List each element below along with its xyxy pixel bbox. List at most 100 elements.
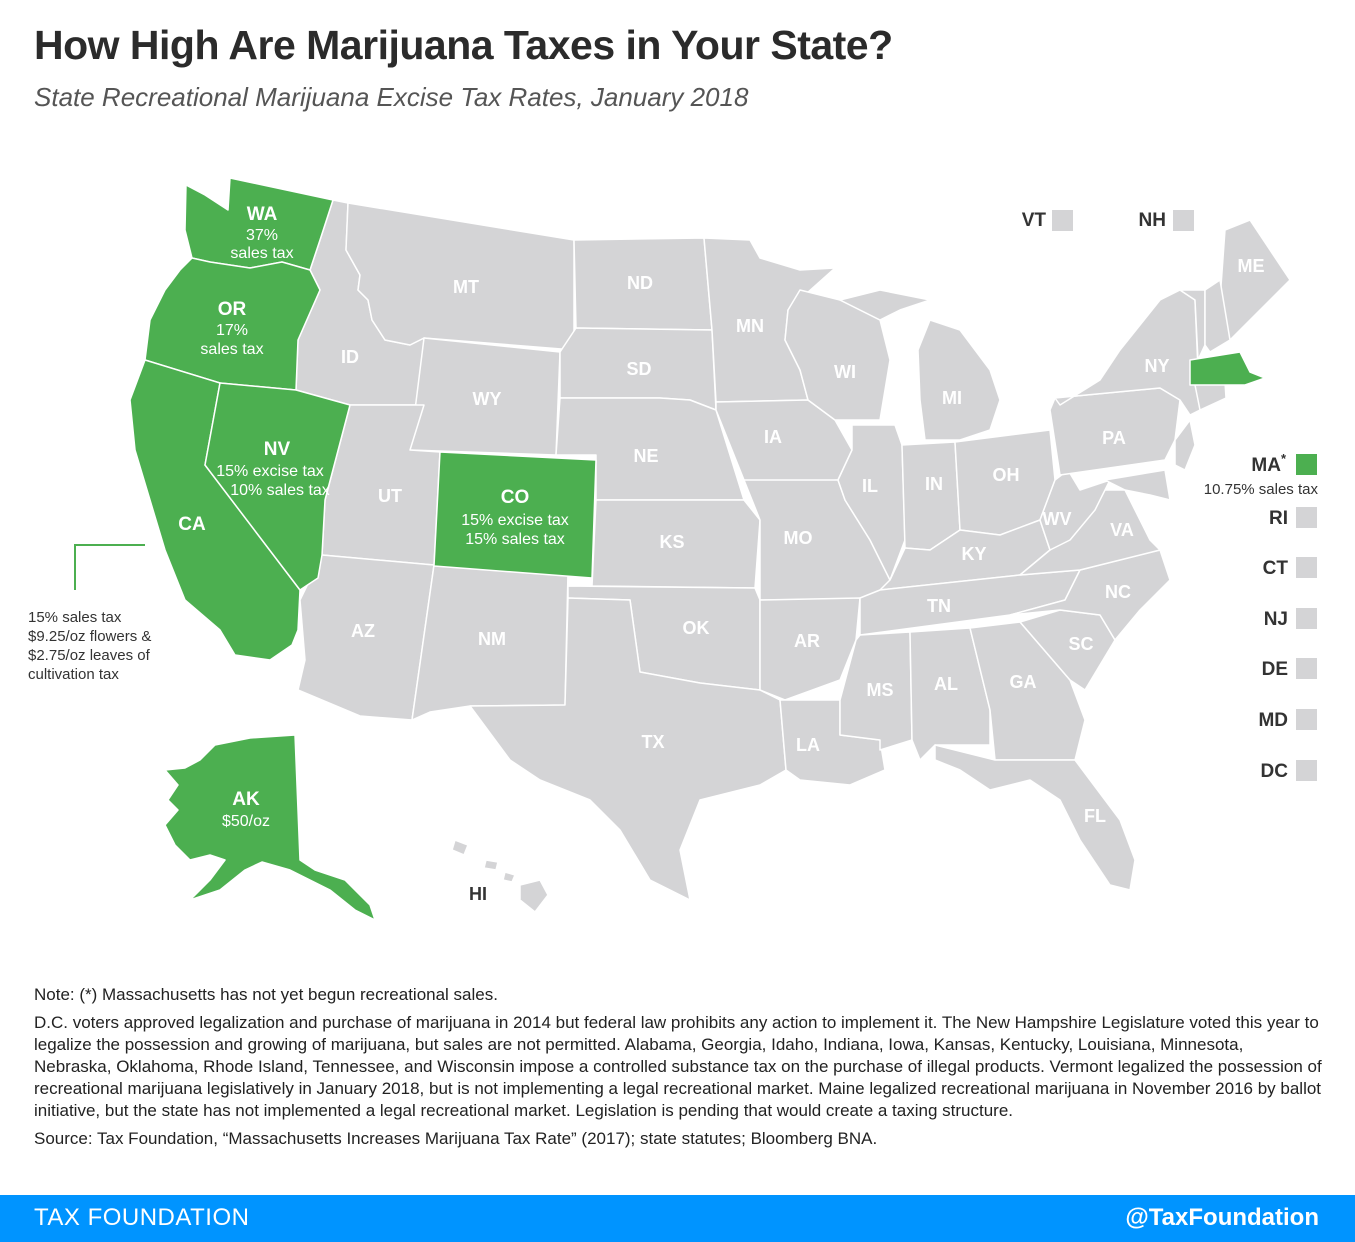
label-SC: SC	[1068, 634, 1093, 654]
label-MA-tax: 10.75% sales tax	[1204, 481, 1319, 498]
label-MT: MT	[453, 277, 479, 297]
label-OR-line1: 17%	[216, 322, 248, 339]
swatch-RI	[1296, 507, 1317, 528]
state-OR	[144, 257, 321, 391]
label-TN: TN	[927, 596, 951, 616]
state-HI-shape	[451, 839, 549, 913]
ca-note-line3: $2.75/oz leaves of	[28, 647, 151, 664]
label-IL: IL	[862, 476, 878, 496]
label-NH: NH	[1139, 210, 1166, 231]
label-MA-name: MA	[1251, 455, 1281, 476]
note-massachusetts: Note: (*) Massachusetts has not yet begu…	[34, 985, 498, 1004]
ca-note-line1: 15% sales tax	[28, 609, 122, 626]
label-WV: WV	[1043, 509, 1072, 529]
state-TX	[469, 597, 787, 901]
label-FL: FL	[1084, 806, 1106, 826]
label-RI: RI	[1269, 508, 1288, 529]
swatch-DC	[1296, 760, 1317, 781]
label-WA: WA	[247, 204, 278, 225]
label-OH: OH	[993, 465, 1020, 485]
ca-callout-line	[74, 544, 145, 590]
label-NC: NC	[1105, 582, 1131, 602]
label-MN: MN	[736, 316, 764, 336]
label-CO-line2: 15% sales tax	[465, 531, 565, 548]
label-CO-line1: 15% excise tax	[461, 512, 569, 529]
swatch-CT	[1296, 557, 1317, 578]
label-AZ: AZ	[351, 621, 375, 641]
label-PA: PA	[1102, 428, 1126, 448]
label-MD: MD	[1258, 710, 1288, 731]
label-NV-line1: 15% excise tax	[216, 463, 324, 480]
label-WA-line1: 37%	[246, 227, 278, 244]
label-AL: AL	[934, 674, 958, 694]
label-NJ: NJ	[1264, 609, 1288, 630]
label-AR: AR	[794, 631, 820, 651]
label-IA: IA	[764, 427, 782, 447]
label-WA-line2: sales tax	[230, 245, 293, 262]
label-CA: CA	[178, 514, 206, 535]
label-MA-marker: *	[1281, 451, 1287, 466]
label-VT: VT	[1022, 210, 1047, 231]
label-IN: IN	[925, 474, 943, 494]
chart-title: How High Are Marijuana Taxes in Your Sta…	[34, 22, 893, 68]
state-NV	[204, 382, 351, 591]
label-NV: NV	[264, 439, 291, 460]
label-CT: CT	[1263, 558, 1289, 579]
label-WY: WY	[473, 389, 502, 409]
label-NE: NE	[633, 446, 658, 466]
label-ND: ND	[627, 273, 653, 293]
ca-note-line2: $9.25/oz flowers &	[28, 628, 151, 645]
swatch-MA	[1296, 454, 1317, 475]
footer-brand: TAX FOUNDATION	[34, 1204, 250, 1231]
state-VT-shape	[1179, 289, 1206, 361]
swatch-NJ	[1296, 608, 1317, 629]
state-CO	[433, 451, 597, 579]
label-OK: OK	[683, 618, 710, 638]
notes-section: Note: (*) Massachusetts has not yet begu…	[34, 984, 1324, 1156]
label-GA: GA	[1010, 672, 1037, 692]
state-ME	[1219, 219, 1291, 341]
label-AK: AK	[232, 789, 260, 810]
swatch-MD	[1296, 709, 1317, 730]
state-FL	[934, 744, 1136, 891]
state-MD-shape	[1104, 469, 1171, 501]
state-IN	[901, 441, 961, 551]
label-NV-line2: 10% sales tax	[230, 482, 330, 499]
state-NH-shape	[1204, 279, 1231, 353]
label-OR-line2: sales tax	[200, 341, 263, 358]
label-WI: WI	[834, 362, 856, 382]
state-AK	[164, 734, 376, 921]
label-AK-line1: $50/oz	[222, 813, 270, 830]
ca-note-line4: cultivation tax	[28, 666, 119, 683]
state-MA	[1189, 351, 1266, 386]
note-details: D.C. voters approved legalization and pu…	[34, 1013, 1322, 1120]
label-KS: KS	[659, 532, 684, 552]
footer-handle[interactable]: @TaxFoundation	[1125, 1204, 1319, 1231]
label-MS: MS	[867, 680, 894, 700]
label-LA: LA	[796, 735, 820, 755]
label-ID: ID	[341, 347, 359, 367]
label-MI: MI	[942, 388, 962, 408]
label-MA: MA*	[1251, 451, 1287, 476]
label-VA: VA	[1110, 520, 1134, 540]
chart-subtitle: State Recreational Marijuana Excise Tax …	[34, 82, 749, 112]
label-DE: DE	[1262, 659, 1288, 680]
swatch-NH	[1173, 210, 1194, 231]
state-NJ-shape	[1174, 419, 1196, 471]
label-UT: UT	[378, 486, 402, 506]
state-IL	[837, 424, 906, 581]
state-CT-shape	[1194, 381, 1227, 411]
us-map: WA 37% sales tax OR 17% sales tax NV 15%…	[28, 177, 1319, 921]
label-KY: KY	[961, 544, 986, 564]
label-NY: NY	[1144, 356, 1169, 376]
label-CO: CO	[501, 487, 530, 508]
label-MO: MO	[784, 528, 813, 548]
label-ME: ME	[1238, 256, 1265, 276]
footer-bar: TAX FOUNDATION @TaxFoundation	[0, 1195, 1355, 1242]
swatch-DE	[1296, 658, 1317, 679]
swatch-VT	[1052, 210, 1073, 231]
source-line: Source: Tax Foundation, “Massachusetts I…	[34, 1129, 878, 1148]
label-HI: HI	[469, 884, 487, 904]
label-OR: OR	[218, 299, 247, 320]
state-MI	[839, 289, 1001, 441]
